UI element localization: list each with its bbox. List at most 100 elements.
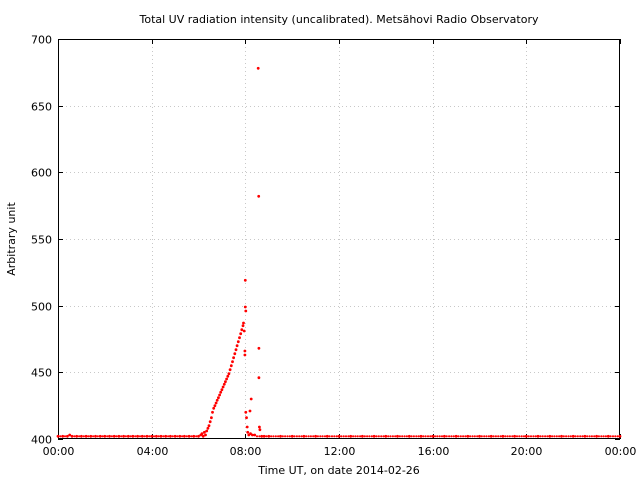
data-point [459, 435, 462, 438]
data-point [600, 435, 603, 438]
data-point [438, 435, 441, 438]
data-point [527, 435, 530, 438]
data-point [551, 435, 554, 438]
data-point [84, 434, 88, 438]
data-point [335, 435, 338, 438]
data-point [197, 434, 200, 438]
data-point [361, 434, 364, 438]
data-point [370, 435, 373, 438]
data-point [80, 434, 83, 438]
data-point [256, 66, 260, 70]
data-point [497, 435, 500, 438]
data-point [429, 435, 432, 438]
data-point [466, 434, 470, 438]
data-point [359, 435, 362, 438]
data-point [277, 435, 280, 438]
data-point [226, 374, 230, 378]
data-point [487, 435, 490, 438]
data-point [565, 435, 568, 438]
y-tick-label: 550 [31, 234, 52, 247]
data-point [485, 435, 488, 438]
data-point [524, 434, 528, 438]
data-point [134, 435, 137, 438]
data-point [363, 435, 366, 438]
data-point [457, 435, 460, 438]
data-point [558, 435, 561, 438]
data-point [167, 435, 170, 438]
data-point [243, 305, 247, 309]
data-point [148, 435, 151, 438]
data-point [323, 435, 327, 438]
data-point [489, 434, 493, 438]
data-point [288, 435, 291, 438]
data-point [257, 194, 261, 198]
data-point [504, 435, 507, 438]
data-point [316, 435, 319, 438]
data-point [368, 435, 371, 438]
data-point [260, 434, 264, 438]
data-point [241, 324, 245, 328]
data-point [220, 388, 224, 392]
data-point [190, 435, 193, 438]
data-point [431, 434, 435, 438]
data-point [206, 426, 210, 430]
x-tick-label: 08:00 [230, 445, 262, 458]
data-point [232, 356, 236, 360]
data-point [234, 348, 238, 352]
data-point [602, 435, 605, 438]
data-point [407, 434, 411, 438]
data-point [433, 435, 437, 438]
data-point [217, 396, 220, 400]
data-point [412, 435, 415, 438]
data-point [286, 435, 289, 438]
data-point [253, 433, 257, 437]
data-point [267, 434, 271, 438]
data-point [469, 435, 472, 438]
x-tick-label: 20:00 [511, 445, 543, 458]
data-point [354, 435, 357, 438]
data-point [541, 435, 544, 438]
data-point [544, 435, 547, 438]
data-point [588, 435, 591, 438]
data-point [162, 435, 165, 438]
data-point [380, 435, 383, 438]
data-point [604, 435, 608, 438]
data-point [265, 435, 268, 438]
data-point [410, 435, 413, 438]
data-point [307, 435, 310, 438]
data-point [473, 435, 476, 438]
data-point [240, 328, 244, 332]
data-point [101, 435, 104, 438]
data-point [258, 425, 261, 429]
data-point [560, 434, 563, 438]
data-point [117, 434, 121, 438]
data-point [609, 435, 612, 438]
data-point [522, 435, 526, 438]
data-point [417, 435, 420, 438]
data-point [574, 435, 577, 438]
data-point [382, 435, 385, 438]
data-point [576, 435, 579, 438]
data-point [131, 434, 135, 438]
y-tick-label: 700 [31, 34, 52, 47]
data-point [464, 435, 467, 438]
data-point [586, 435, 589, 438]
data-point [325, 434, 329, 438]
data-point [59, 435, 62, 438]
data-point [567, 435, 570, 438]
data-point [159, 434, 163, 438]
data-point [419, 434, 423, 438]
x-tick-label: 00:00 [43, 445, 75, 458]
data-point [211, 410, 214, 414]
data-point [110, 435, 113, 438]
y-tick-label: 600 [31, 167, 52, 180]
data-point [63, 435, 67, 438]
data-point [424, 435, 427, 438]
data-point [207, 424, 211, 428]
data-point [89, 434, 93, 438]
data-point [152, 435, 156, 438]
data-point [78, 435, 81, 438]
data-point [387, 435, 390, 438]
data-point [208, 420, 212, 424]
